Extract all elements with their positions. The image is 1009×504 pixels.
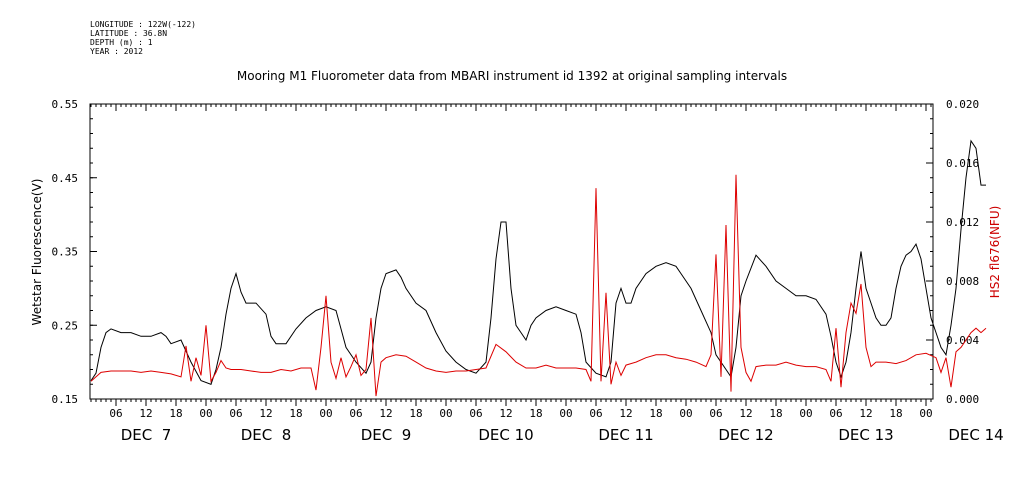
axes-layer: 06 12 18 00 06 12 18 00 06 12 18 00 06 12 18 00 06 12 18 00… <box>52 98 1004 444</box>
x-day-label: DEC 8 <box>241 426 292 444</box>
x-tick-label: 00 <box>799 407 812 420</box>
series-layer <box>90 139 987 397</box>
y-axis-label: Wetstar Fluorescence(V) <box>30 179 44 326</box>
x-tick-label: 00 <box>199 407 212 420</box>
y-tick-label: 0.15 <box>52 393 79 406</box>
x-day-label: DEC 10 <box>478 426 533 444</box>
wetstar-fluorescence-line <box>90 139 986 385</box>
y2-tick-label: 0.000 <box>946 393 979 406</box>
x-tick-label: 12 <box>499 407 512 420</box>
y2-axis-label: HS2 fl676(NFU) <box>988 206 1002 299</box>
x-tick-label: 06 <box>589 407 602 420</box>
x-tick-label: 00 <box>559 407 572 420</box>
x-tick-label: 00 <box>319 407 332 420</box>
x-tick-label: 18 <box>889 407 902 420</box>
x-tick-label: 12 <box>259 407 272 420</box>
x-tick-label: 18 <box>169 407 182 420</box>
y2-tick-label: 0.008 <box>946 275 979 288</box>
x-tick-label: 18 <box>409 407 422 420</box>
longitude-text: LONGITUDE : 122W(-122) <box>90 20 196 29</box>
x-tick-label: 18 <box>769 407 782 420</box>
x-tick-label: 00 <box>439 407 452 420</box>
x-tick-label: 12 <box>139 407 152 420</box>
x-tick-label: 06 <box>109 407 122 420</box>
x-tick-label: 06 <box>829 407 842 420</box>
x-day-label: DEC 12 <box>718 426 773 444</box>
x-tick-label: 06 <box>709 407 722 420</box>
x-tick-label: 00 <box>919 407 932 420</box>
y2-tick-label: 0.020 <box>946 98 979 111</box>
x-tick-label: 12 <box>739 407 752 420</box>
x-tick-label: 18 <box>649 407 662 420</box>
chart-title: Mooring M1 Fluorometer data from MBARI i… <box>237 69 787 83</box>
y-tick-label: 0.35 <box>52 246 79 259</box>
hs2-fl676-line <box>90 174 987 397</box>
x-tick-label: 18 <box>529 407 542 420</box>
year-text: YEAR : 2012 <box>90 47 143 56</box>
y-tick-label: 0.25 <box>52 319 79 332</box>
y-tick-label: 0.45 <box>52 172 79 185</box>
x-tick-label: 06 <box>229 407 242 420</box>
x-day-label: DEC 13 <box>838 426 893 444</box>
y2-tick-label: 0.012 <box>946 216 979 229</box>
x-tick-label: 18 <box>289 407 302 420</box>
x-tick-label: 12 <box>619 407 632 420</box>
metadata-block: LONGITUDE : 122W(-122) LATITUDE : 36.8N DE… <box>90 20 196 56</box>
x-tick-label: 00 <box>679 407 692 420</box>
x-tick-label: 12 <box>379 407 392 420</box>
y2-tick-label: 0.004 <box>946 334 979 347</box>
y-tick-label: 0.55 <box>52 98 79 111</box>
x-day-label: DEC 14 <box>948 426 1003 444</box>
x-tick-label: 12 <box>859 407 872 420</box>
x-tick-label: 06 <box>349 407 362 420</box>
depth-text: DEPTH (m) : 1 <box>90 38 153 47</box>
y2-tick-label: 0.016 <box>946 157 979 170</box>
plot-frame <box>89 103 934 400</box>
x-day-label: DEC 11 <box>598 426 653 444</box>
x-day-label: DEC 9 <box>361 426 412 444</box>
x-tick-label: 06 <box>469 407 482 420</box>
x-day-label: DEC 7 <box>121 426 172 444</box>
latitude-text: LATITUDE : 36.8N <box>90 29 168 38</box>
